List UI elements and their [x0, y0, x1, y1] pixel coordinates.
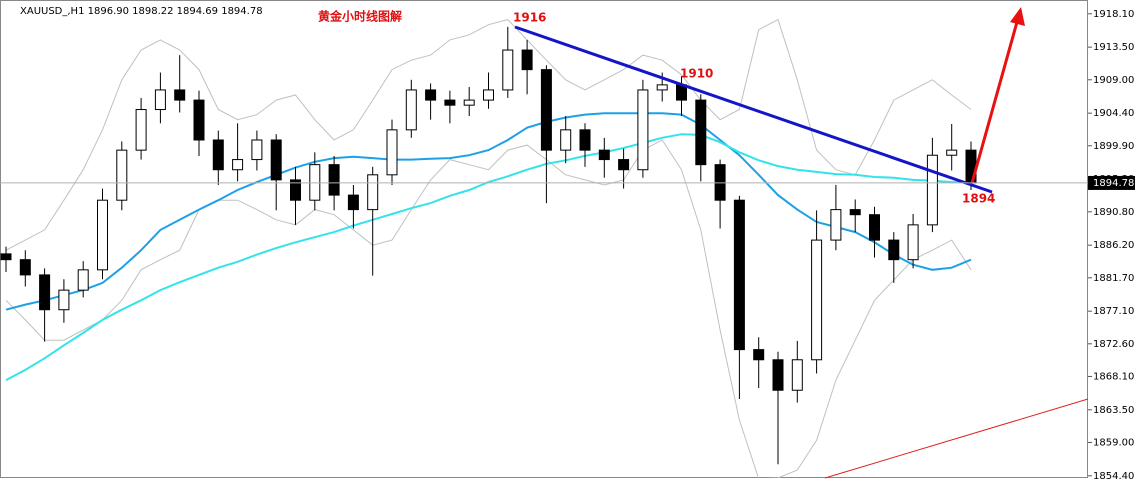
candle-body — [39, 274, 51, 311]
candle-body — [483, 89, 494, 101]
candle-body — [540, 69, 552, 151]
candle-body — [232, 159, 244, 171]
candle-body — [791, 359, 803, 391]
symbol-header: XAUUSD_,H1 1896.90 1898.22 1894.69 1894.… — [20, 6, 263, 17]
arrow-head — [1010, 7, 1025, 26]
y-tick-label: 1909.00 — [1093, 75, 1134, 86]
annotation: 1894 — [962, 192, 995, 206]
candle-body — [502, 49, 514, 91]
candle-body — [270, 139, 282, 181]
y-tick-label: 1886.20 — [1093, 240, 1134, 251]
y-tick-label: 1863.50 — [1093, 405, 1134, 416]
y-tick-label: 1854.40 — [1093, 471, 1134, 480]
candle-body — [869, 214, 880, 241]
candle-body — [888, 239, 900, 261]
candle-body — [560, 129, 572, 151]
candle-body — [290, 179, 301, 201]
candle-body — [154, 89, 166, 111]
candle-body — [251, 139, 263, 161]
candle-body — [116, 149, 128, 201]
indicator-line — [5, 133, 971, 381]
y-tick-label: 1913.50 — [1093, 42, 1134, 53]
candle-body — [212, 139, 224, 171]
candle-body — [598, 149, 610, 161]
candle-body — [579, 129, 591, 151]
support-line — [824, 398, 1089, 479]
trend-line — [514, 25, 993, 194]
y-tick-label: 1904.40 — [1093, 108, 1134, 119]
candle-body — [521, 49, 533, 71]
candle-body — [772, 359, 784, 391]
annotation: 1910 — [680, 67, 713, 81]
candle-body — [405, 89, 417, 131]
y-tick-label: 1881.70 — [1093, 273, 1134, 284]
candle-body — [637, 89, 649, 171]
indicator-line — [5, 139, 972, 478]
chart-title: 黄金小时线图解 — [318, 9, 402, 24]
candle-body — [830, 209, 842, 241]
y-tick-label: 1899.90 — [1093, 141, 1134, 152]
y-tick-label: 1877.10 — [1093, 306, 1134, 317]
price-label: 1894.78 — [1093, 178, 1134, 189]
candle-body — [714, 164, 726, 201]
candle-body — [77, 269, 89, 291]
candle-body — [733, 199, 745, 351]
y-tick-label: 1890.80 — [1093, 207, 1134, 218]
arrow-shaft — [970, 21, 1019, 184]
candle-body — [0, 253, 12, 261]
candle-body — [656, 84, 668, 91]
y-tick-label: 1859.00 — [1093, 437, 1134, 448]
candle-body — [425, 89, 437, 101]
price-box — [1088, 175, 1135, 190]
plot — [0, 18, 977, 478]
annotation: 1916 — [513, 11, 546, 25]
candle-body — [135, 109, 147, 151]
candle-body — [618, 159, 630, 171]
candle-body — [753, 349, 765, 361]
candle-body — [309, 164, 321, 201]
candle-body — [463, 99, 475, 106]
y-tick-label: 1872.60 — [1093, 339, 1134, 350]
candle-body — [328, 164, 340, 196]
indicator-line — [5, 112, 972, 311]
candle-body — [97, 199, 108, 271]
candle-body — [386, 129, 398, 176]
candle-body — [946, 149, 958, 156]
candle-body — [444, 99, 456, 106]
candle-body — [193, 99, 205, 141]
y-tick-label: 1868.10 — [1093, 371, 1134, 382]
candle-body — [811, 239, 823, 361]
candle-body — [174, 89, 186, 101]
candle-body — [19, 259, 31, 276]
candle-body — [849, 209, 861, 216]
candle-body — [367, 174, 379, 211]
candle-body — [695, 99, 707, 166]
candle-body — [926, 154, 938, 226]
indicator-line — [5, 18, 972, 251]
candle-body — [907, 224, 919, 261]
candle-body — [58, 289, 70, 311]
y-tick-label: 1918.10 — [1093, 9, 1134, 20]
candle-body — [347, 194, 359, 211]
